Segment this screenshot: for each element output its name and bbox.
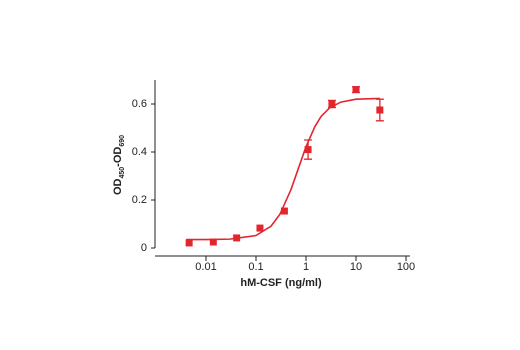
- point: [328, 100, 336, 108]
- x-tick-label: 10: [350, 261, 362, 273]
- point: [256, 224, 264, 232]
- y-tick-label: 0: [141, 242, 147, 254]
- point: [209, 238, 217, 246]
- x-tick-label: 0.01: [195, 261, 216, 273]
- y-tick-label: 0.6: [132, 98, 147, 110]
- point: [376, 106, 384, 114]
- x-axis-label: hM-CSF (ng/ml): [240, 277, 322, 289]
- fit-curve: [186, 97, 380, 241]
- point: [280, 207, 288, 215]
- point: [352, 86, 360, 94]
- x-tick-label: 1: [303, 261, 309, 273]
- y-tick-label: 0.2: [132, 194, 147, 206]
- x-tick-label: 100: [397, 261, 415, 273]
- point: [304, 146, 312, 154]
- x-tick-label: 0.1: [248, 261, 263, 273]
- y-tick-label: 0.4: [132, 146, 147, 158]
- point: [185, 239, 193, 247]
- point: [233, 234, 241, 242]
- y-axis-label: OD450-OD690: [112, 135, 126, 195]
